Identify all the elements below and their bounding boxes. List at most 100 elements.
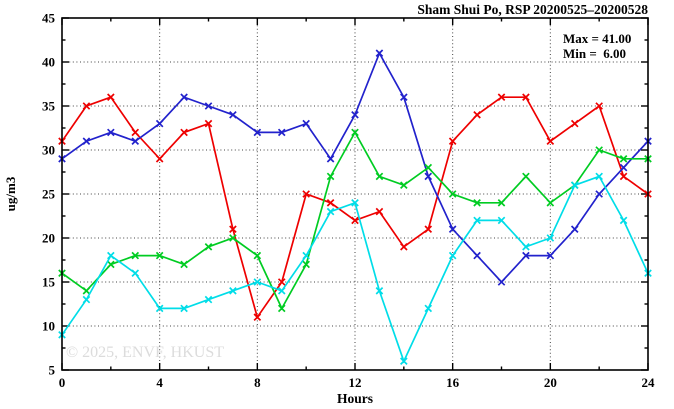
series-blue: [58, 49, 652, 286]
series-blue-marker: [400, 93, 408, 102]
series-layer: [58, 49, 652, 366]
series-green-marker: [131, 251, 140, 260]
max-annotation: Max = 41.00: [563, 31, 631, 46]
series-cyan-marker: [448, 251, 457, 260]
series-blue-marker: [595, 190, 603, 198]
series-red-marker: [277, 278, 286, 286]
watermark: © 2025, ENVF, HKUST: [66, 344, 224, 361]
series-red-marker: [302, 190, 310, 198]
series-blue-marker: [424, 172, 433, 181]
series-red-marker: [546, 137, 555, 146]
x-tick-label: 0: [59, 375, 66, 390]
series-red-marker: [204, 119, 213, 128]
series-red-marker: [375, 207, 384, 216]
series-blue-line: [61, 51, 649, 284]
series-cyan: [58, 172, 652, 366]
series-red-marker: [400, 242, 408, 251]
series-cyan-marker: [497, 216, 506, 225]
series-blue-marker: [155, 119, 164, 128]
plot-border: [61, 17, 649, 371]
y-tick-label: 35: [42, 99, 56, 114]
y-tick-label: 5: [49, 363, 56, 378]
series-green-marker: [400, 181, 408, 190]
series-green-marker: [253, 251, 262, 260]
series-red-marker: [595, 102, 603, 110]
series-red-marker: [155, 154, 164, 163]
series-green-marker: [229, 234, 237, 242]
series-blue-marker: [522, 251, 530, 260]
series-blue-marker: [570, 225, 579, 234]
series-blue-marker: [473, 251, 481, 260]
series-green-marker: [155, 251, 164, 260]
series-cyan-marker: [253, 278, 262, 286]
series-green-marker: [424, 163, 433, 172]
series-red-marker: [619, 172, 628, 181]
x-tick-label: 4: [156, 375, 163, 390]
series-cyan-marker: [473, 216, 481, 225]
x-tick-label: 16: [446, 375, 460, 390]
series-blue-marker: [277, 128, 286, 137]
y-tick-label: 25: [42, 187, 56, 202]
series-blue-marker: [82, 137, 91, 146]
series-red-marker: [473, 110, 481, 119]
series-cyan-line: [61, 175, 649, 364]
series-green-marker: [522, 172, 530, 181]
series-green-marker: [180, 260, 188, 269]
series-blue-marker: [180, 93, 188, 102]
series-green-marker: [351, 128, 359, 137]
y-tick-label: 40: [42, 55, 55, 70]
series-cyan-marker: [302, 251, 310, 260]
series-blue-marker: [351, 110, 359, 119]
x-tick-label: 8: [254, 375, 261, 390]
series-red-marker: [497, 93, 506, 102]
series-red-marker: [82, 102, 91, 110]
series-cyan-marker: [82, 295, 91, 304]
series-green-marker: [497, 198, 506, 207]
series-cyan-marker: [619, 216, 628, 225]
series-cyan-marker: [180, 304, 188, 313]
y-tick-label: 45: [42, 11, 56, 26]
series-blue-marker: [375, 49, 384, 58]
series-red-marker: [326, 198, 335, 207]
series-blue-marker: [107, 128, 115, 137]
x-tick-label: 12: [349, 375, 362, 390]
series-cyan-marker: [546, 234, 555, 242]
series-blue-marker: [497, 278, 506, 286]
series-cyan-marker: [277, 286, 286, 295]
series-green-marker: [619, 154, 628, 163]
series-green-marker: [473, 198, 481, 207]
y-tick-label: 10: [42, 319, 55, 334]
min-annotation: Min = 6.00: [563, 46, 626, 61]
series-green-marker: [375, 172, 384, 181]
series-red-marker: [253, 313, 262, 322]
series-red-marker: [522, 93, 530, 102]
series-green-marker: [595, 146, 603, 154]
series-blue-marker: [229, 110, 237, 119]
series-cyan-marker: [522, 242, 530, 251]
series-red-marker: [229, 225, 237, 234]
series-cyan-marker: [131, 269, 140, 278]
series-blue-marker: [546, 251, 555, 260]
series-cyan-marker: [595, 172, 603, 181]
series-red-marker: [570, 119, 579, 128]
series-red: [58, 93, 652, 322]
series-cyan-marker: [424, 304, 433, 313]
series-red-marker: [131, 128, 140, 137]
series-cyan-marker: [326, 207, 335, 216]
series-green-marker: [107, 260, 115, 269]
series-green-marker: [546, 198, 555, 207]
series-green-marker: [326, 172, 335, 181]
series-green-marker: [302, 260, 310, 269]
chart-title: Sham Shui Po, RSP 20200525–20200528: [417, 2, 648, 17]
series-blue-marker: [204, 102, 213, 110]
series-red-marker: [107, 93, 115, 102]
series-green-marker: [277, 304, 286, 313]
series-red-marker: [180, 128, 188, 137]
y-tick-label: 15: [42, 275, 56, 290]
x-tick-label: 24: [642, 375, 656, 390]
series-blue-marker: [448, 225, 457, 234]
x-axis-title: Hours: [337, 391, 373, 406]
series-green-marker: [82, 286, 91, 295]
series-red-marker: [351, 216, 359, 225]
